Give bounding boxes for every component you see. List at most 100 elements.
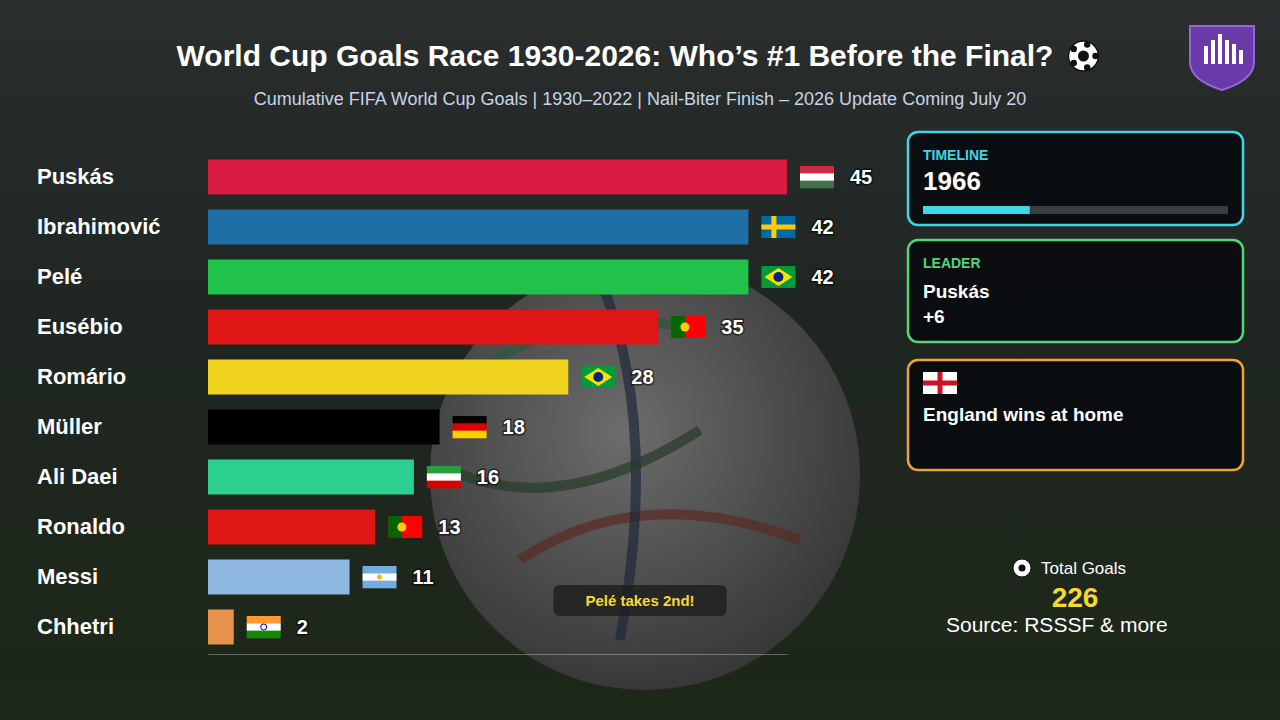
data-label: 42 <box>811 216 833 238</box>
bars <box>208 160 787 645</box>
timeline-panel <box>908 132 1243 225</box>
flag-part <box>377 575 382 580</box>
flag-part <box>427 466 461 474</box>
icon-patch <box>1071 46 1077 52</box>
icon-patch <box>1071 60 1077 66</box>
icon-patch <box>1084 41 1090 47</box>
logo-bar <box>1239 50 1243 64</box>
y-tick: Messi <box>37 564 208 589</box>
bar <box>208 460 414 495</box>
leader-label: LEADER <box>923 255 981 271</box>
flag-part <box>800 173 834 181</box>
flag-part <box>680 323 689 332</box>
flag <box>388 516 422 538</box>
flag-part <box>584 368 612 386</box>
category-label: Ali Daei <box>37 464 118 489</box>
flag-part <box>453 416 487 424</box>
data-label: 42 <box>811 266 833 288</box>
flag-part <box>247 623 281 631</box>
category-label: Messi <box>37 564 98 589</box>
logo-bar <box>1232 44 1236 64</box>
logo-bar <box>1204 46 1208 64</box>
x-axis <box>209 654 788 655</box>
bar-labels: 4542423528181613112 <box>247 166 873 638</box>
data-label: 35 <box>721 316 743 338</box>
flag <box>761 266 795 288</box>
ball-seam <box>450 430 700 488</box>
data-label: 45 <box>850 166 872 188</box>
flag <box>923 372 957 394</box>
subtitle: Cumulative FIFA World Cup Goals | 1930–2… <box>254 89 1026 109</box>
timeline-progress <box>923 206 1030 214</box>
icon-patch <box>1078 51 1089 62</box>
icon-patch <box>1092 53 1098 59</box>
y-tick: Ali Daei <box>37 464 208 489</box>
logo-bar <box>1218 34 1222 64</box>
bar <box>208 210 748 245</box>
data-label: 16 <box>477 466 499 488</box>
logo-bar <box>1211 40 1215 64</box>
annotation-box <box>553 585 726 616</box>
flag <box>671 316 705 338</box>
flag-part <box>261 624 267 630</box>
logo <box>1190 26 1254 90</box>
flag-part <box>671 316 705 338</box>
chart-root: World Cup Goals Race 1930-2026: Who’s #1… <box>0 0 1280 720</box>
data-label: 11 <box>413 566 434 588</box>
y-tick: Müller <box>37 414 208 439</box>
category-label: Ronaldo <box>37 514 125 539</box>
flag-part <box>363 581 397 589</box>
icon-patch <box>1019 565 1026 572</box>
flag <box>761 216 795 238</box>
logo-bar <box>1225 40 1229 64</box>
y-tick: Ibrahimović <box>37 214 208 239</box>
y-tick: Pelé <box>37 264 208 289</box>
category-label: Romário <box>37 364 126 389</box>
category-label: Chhetri <box>37 614 114 639</box>
background <box>0 0 1280 720</box>
flag-part <box>761 266 795 288</box>
flag-part <box>363 566 397 574</box>
ball-seam <box>520 514 800 560</box>
event-panel <box>908 360 1243 470</box>
timeline-label: TIMELINE <box>923 147 988 163</box>
bar <box>208 560 350 595</box>
category-label: Eusébio <box>37 314 123 339</box>
flag <box>581 366 615 388</box>
timeline-year: 1966 <box>923 166 981 196</box>
title-ball-icon <box>1068 41 1098 71</box>
flag-part <box>427 473 461 481</box>
flag <box>427 466 461 488</box>
flag-part <box>761 216 795 238</box>
flag-part <box>764 268 792 286</box>
bar <box>208 360 568 395</box>
y-tick: Romário <box>37 364 208 389</box>
bar <box>208 610 234 645</box>
icon-ball <box>1013 559 1031 577</box>
data-label: 2 <box>297 616 308 638</box>
flag-part <box>247 631 281 639</box>
y-tick: Eusébio <box>37 314 208 339</box>
flag <box>363 566 397 588</box>
flag-part <box>453 423 487 431</box>
flag-part <box>593 372 603 382</box>
timeline-track <box>923 206 1228 214</box>
title: World Cup Goals Race 1930-2026: Who’s #1… <box>177 39 1054 72</box>
flag-part <box>773 272 783 282</box>
flag <box>453 416 487 438</box>
y-tick: Puskás <box>37 164 208 189</box>
flag-part <box>247 616 281 624</box>
flag-part <box>800 166 834 174</box>
y-tick: Chhetri <box>37 614 208 639</box>
source: Source: RSSSF & more <box>946 613 1168 636</box>
flag-part <box>923 381 957 386</box>
event-text: England wins at home <box>923 404 1124 425</box>
data-label: 18 <box>503 416 525 438</box>
annotation: Pelé takes 2nd! <box>553 585 726 616</box>
annotation-text: Pelé takes 2nd! <box>585 592 694 609</box>
total-ball-icon <box>1013 559 1031 577</box>
leader-panel <box>908 240 1243 342</box>
total-goals-value: 226 <box>1052 582 1099 613</box>
flag-part <box>453 431 487 439</box>
chart-svg: World Cup Goals Race 1930-2026: Who’s #1… <box>0 0 1280 720</box>
